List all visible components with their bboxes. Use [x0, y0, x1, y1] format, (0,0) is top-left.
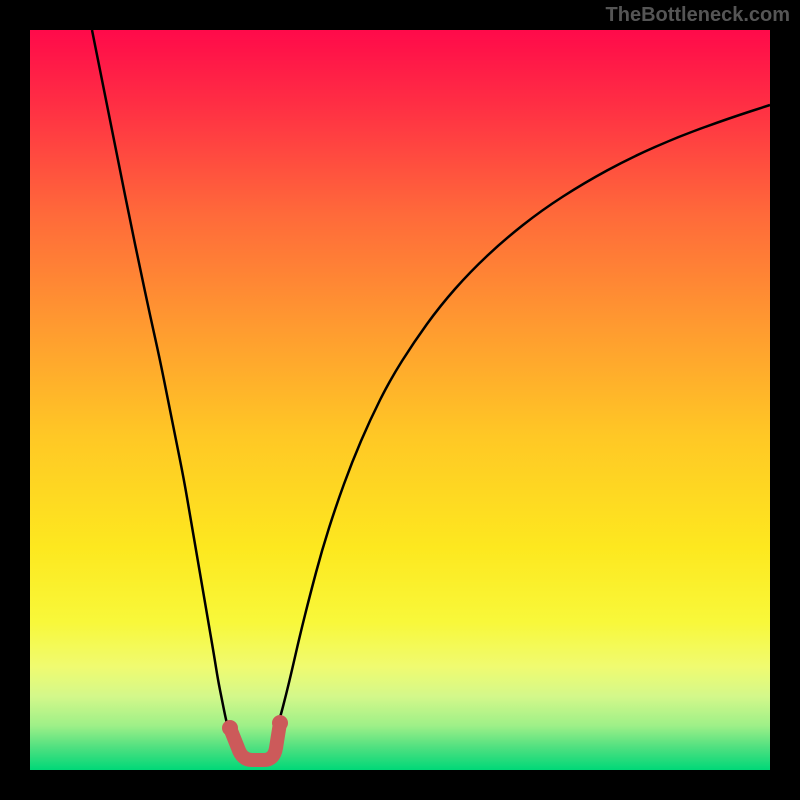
- watermark-text: TheBottleneck.com: [606, 4, 790, 27]
- chart-container: TheBottleneck.com: [0, 0, 800, 800]
- plot-area: [30, 30, 770, 770]
- curves-layer: [30, 30, 770, 770]
- curve-left: [92, 30, 230, 735]
- curve-right: [276, 105, 770, 730]
